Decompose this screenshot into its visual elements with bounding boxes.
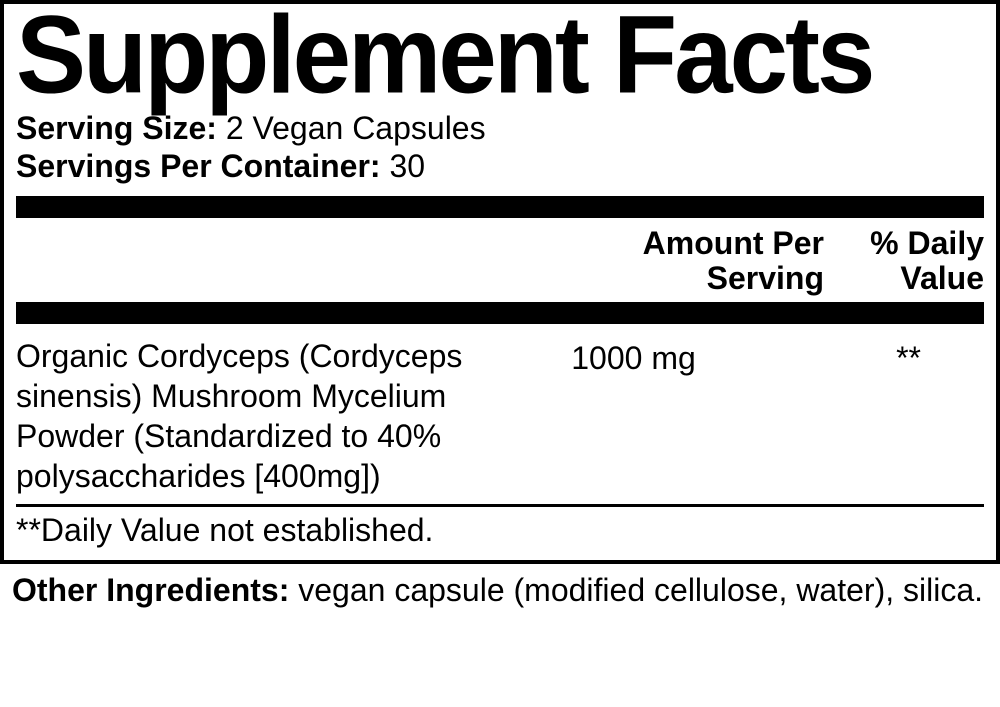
table-row: Organic Cordyceps (Cordyceps sinensis) M… bbox=[16, 330, 984, 502]
column-header-dv: % Daily Value bbox=[824, 226, 984, 296]
column-header-row: Amount Per Serving % Daily Value bbox=[16, 224, 984, 302]
column-header-amount: Amount Per Serving bbox=[569, 226, 824, 296]
servings-per-container-label: Servings Per Container: bbox=[16, 148, 381, 184]
thick-rule-mid bbox=[16, 302, 984, 324]
panel-title: Supplement Facts bbox=[16, 0, 984, 110]
other-ingredients-line: Other Ingredients: vegan capsule (modifi… bbox=[0, 564, 1000, 610]
servings-per-container-value: 30 bbox=[389, 148, 425, 184]
ingredient-dv: ** bbox=[761, 336, 921, 378]
ingredient-amount: 1000 mg bbox=[506, 336, 761, 378]
servings-per-container-line: Servings Per Container: 30 bbox=[16, 147, 984, 185]
thick-rule-top bbox=[16, 196, 984, 218]
header-spacer bbox=[16, 226, 569, 296]
supplement-facts-panel: Supplement Facts Serving Size: 2 Vegan C… bbox=[0, 0, 1000, 564]
dv-footnote: **Daily Value not established. bbox=[16, 507, 984, 551]
other-ingredients-value: vegan capsule (modified cellulose, water… bbox=[298, 572, 983, 608]
other-ingredients-label: Other Ingredients: bbox=[12, 572, 289, 608]
ingredient-name: Organic Cordyceps (Cordyceps sinensis) M… bbox=[16, 336, 506, 496]
